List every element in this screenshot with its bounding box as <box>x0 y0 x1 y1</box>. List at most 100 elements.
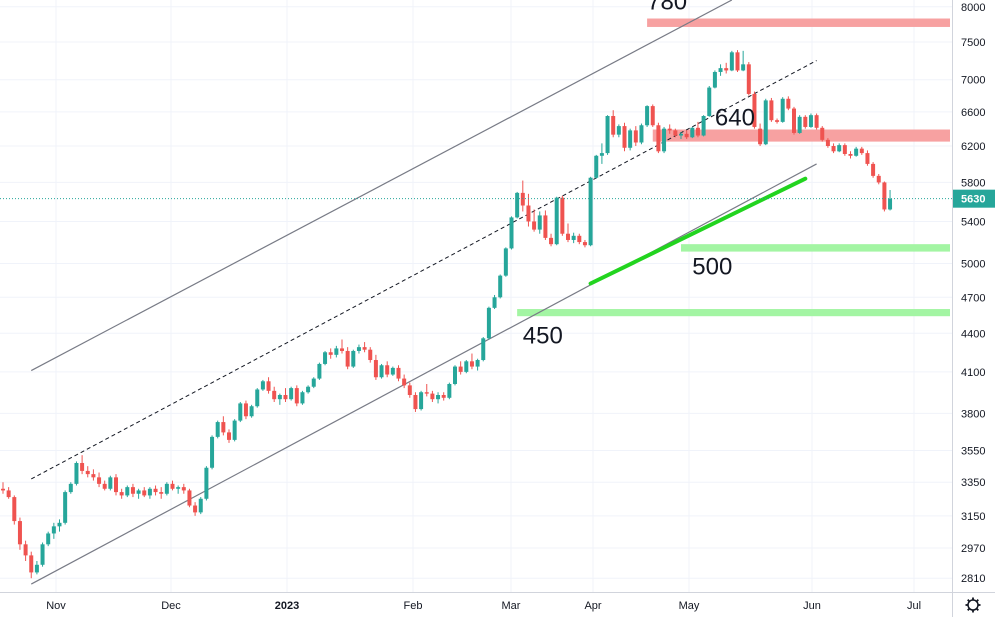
price-tick-label: 3150 <box>961 511 985 523</box>
candle-down <box>532 221 537 230</box>
candle-down <box>340 348 344 351</box>
candle-up <box>780 98 785 122</box>
settings-gear-icon[interactable] <box>965 597 981 613</box>
candle-up <box>323 352 328 364</box>
candle-up <box>356 347 361 351</box>
candle-down <box>758 128 763 145</box>
candle-up <box>379 365 384 378</box>
support-zone <box>517 309 950 317</box>
candle-down <box>272 390 277 400</box>
time-tick-label: Feb <box>404 600 423 612</box>
candle-up <box>277 395 282 400</box>
candle-down <box>566 233 570 240</box>
candle-down <box>23 544 28 556</box>
candle-down <box>549 237 554 245</box>
candle-down <box>91 474 96 478</box>
candle-down <box>667 128 672 131</box>
price-tick-label: 7000 <box>961 75 985 87</box>
candle-down <box>825 139 830 147</box>
candle-up <box>238 403 243 421</box>
candle-up <box>300 392 305 404</box>
candle-down <box>345 350 350 367</box>
candle-down <box>102 483 107 489</box>
candle-down <box>85 470 90 475</box>
candle-down <box>17 521 22 545</box>
candle-up <box>453 366 457 384</box>
candle-down <box>673 130 678 136</box>
resistance-zone <box>647 18 950 27</box>
candle-up <box>729 52 734 71</box>
candle-down <box>1 488 5 491</box>
candle-up <box>74 462 79 484</box>
candle-up <box>888 198 893 210</box>
candle-down <box>385 365 390 375</box>
candle-up <box>40 544 45 565</box>
candle-up <box>498 275 503 298</box>
zone-labels: 780 640 500 450 <box>523 0 755 349</box>
candle-up <box>645 106 650 126</box>
time-tick-label: Apr <box>584 600 601 612</box>
candles <box>1 50 893 579</box>
candle-down <box>170 483 175 489</box>
candle-down <box>142 490 147 496</box>
candle-up <box>741 64 746 71</box>
candle-down <box>746 64 751 94</box>
candle-down <box>814 115 819 128</box>
price-tick-label: 6600 <box>961 107 985 119</box>
candle-up <box>63 492 68 523</box>
candle-down <box>876 175 881 183</box>
candle-up <box>204 467 209 499</box>
candle-down <box>611 116 616 135</box>
candle-up <box>854 148 859 156</box>
price-tick-label: 5000 <box>961 258 985 270</box>
candle-down <box>424 392 429 394</box>
candle-up <box>537 215 542 230</box>
candle-up <box>571 235 576 240</box>
price-tick-label: 5400 <box>961 216 985 228</box>
candle-down <box>865 153 870 164</box>
channel-median-line[interactable] <box>31 60 817 480</box>
price-tick-label: 5800 <box>961 177 985 189</box>
price-tick-label: 3350 <box>961 477 985 489</box>
candle-up <box>701 116 706 136</box>
candle-down <box>735 52 740 71</box>
candle-up <box>808 115 813 127</box>
candle-down <box>407 385 412 396</box>
candle-down <box>12 497 17 522</box>
time-tick-label: May <box>679 600 700 612</box>
candle-down <box>193 505 198 513</box>
candle-up <box>639 125 644 143</box>
candle-down <box>97 477 102 484</box>
candle-down <box>695 127 700 136</box>
support-trendline-layer[interactable] <box>588 176 808 286</box>
candle-up <box>594 155 599 178</box>
channel-boundary-line[interactable] <box>30 163 817 585</box>
price-tick-label: 4100 <box>961 367 985 379</box>
candle-down <box>831 146 836 152</box>
time-tick-label: Nov <box>46 600 66 612</box>
channel-lines[interactable] <box>30 0 817 585</box>
zone-label: 450 <box>523 322 563 349</box>
candle-down <box>6 490 11 498</box>
candle-up <box>311 378 316 387</box>
support-trendline[interactable] <box>588 176 808 286</box>
candle-up <box>712 71 717 88</box>
candle-down <box>656 125 661 152</box>
price-tick-label: 7500 <box>961 37 985 49</box>
candle-up <box>351 350 356 367</box>
candle-down <box>526 205 531 222</box>
candle-up <box>662 128 667 152</box>
candle-up <box>503 248 508 276</box>
candle-down <box>153 488 158 493</box>
candle-down <box>684 133 689 138</box>
candle-down <box>769 100 774 121</box>
candle-up <box>255 389 260 407</box>
candle-up <box>616 126 621 135</box>
candle-up <box>515 192 520 218</box>
channel-boundary-line[interactable] <box>30 0 733 372</box>
candle-up <box>436 395 441 400</box>
candle-down <box>882 182 887 210</box>
